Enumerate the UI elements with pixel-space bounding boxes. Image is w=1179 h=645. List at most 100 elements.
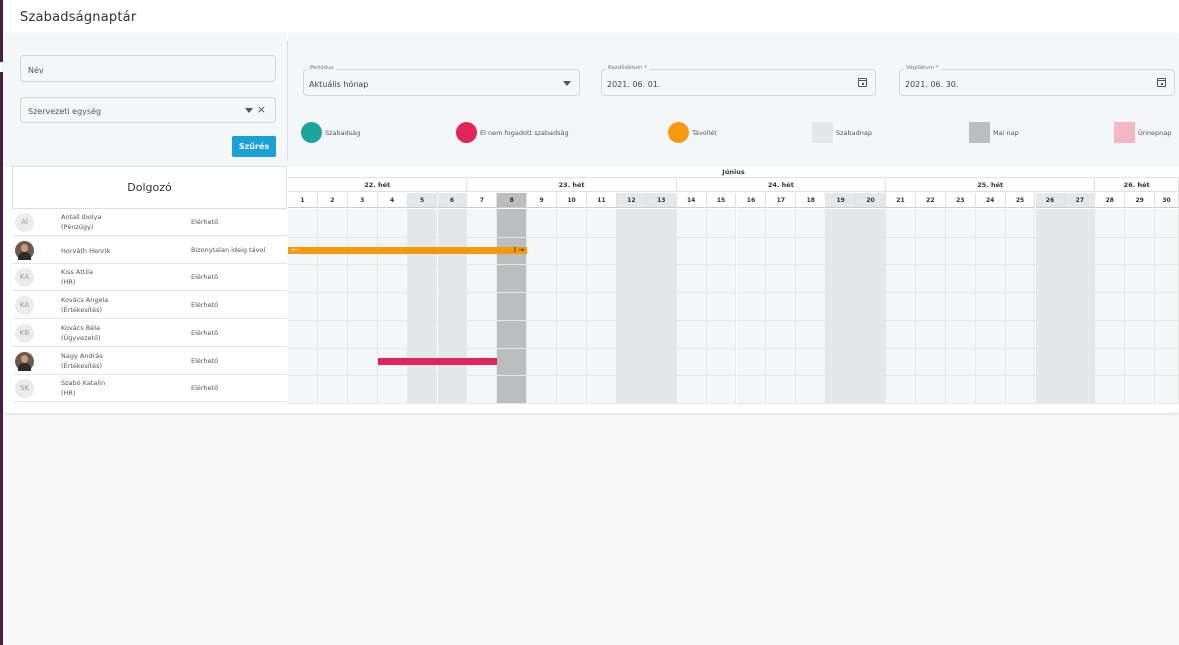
day-header: 16 [736, 193, 767, 208]
day-column[interactable] [317, 209, 348, 403]
day-column[interactable] [497, 209, 528, 403]
day-column[interactable] [766, 209, 797, 403]
employee-status: Bizonytalan ideig távol [191, 245, 266, 254]
end-date-field[interactable]: Végdátum * 2021. 06. 30. [899, 65, 1175, 96]
page-header: Szabadságnaptár [3, 0, 1179, 33]
day-column[interactable] [1005, 209, 1036, 403]
chevron-down-icon[interactable] [245, 108, 253, 113]
employee-status: Elérhető [191, 356, 219, 365]
absence-bar[interactable] [377, 357, 498, 365]
avatar: KA [15, 296, 34, 316]
day-column[interactable] [975, 209, 1006, 403]
day-column[interactable] [437, 209, 468, 403]
day-header: 18 [796, 193, 827, 208]
week-header: 23. hét [467, 179, 677, 192]
day-column[interactable] [1035, 209, 1066, 403]
employee-name: Szabó Katalin (HR) [61, 378, 105, 398]
legend-swatch [969, 122, 990, 143]
employee-status: Elérhető [191, 273, 219, 282]
employee-name-text: Kovács Béla [61, 323, 101, 332]
legend-swatch [812, 122, 833, 143]
day-header: 3 [347, 193, 378, 208]
day-header: 14 [676, 193, 707, 208]
employee-row[interactable]: Nagy András (Értékesítés) Elérhető [12, 347, 287, 375]
day-header: 10 [557, 193, 587, 208]
period-select[interactable]: Periódus Aktuális hónap [303, 65, 580, 96]
day-column[interactable] [527, 209, 558, 403]
period-panel [288, 33, 1179, 166]
day-header: 2 [317, 193, 348, 208]
org-unit-placeholder: Szervezeti egység [28, 107, 102, 116]
day-column[interactable] [1065, 209, 1096, 403]
day-header: 22 [915, 193, 946, 208]
day-column[interactable] [616, 209, 647, 403]
day-header: 17 [766, 193, 797, 208]
day-column[interactable] [557, 209, 587, 403]
week-header: 25. hét [886, 179, 1096, 192]
calendar-card: Név Szervezeti egység × Szűrés Periódus … [3, 33, 1179, 413]
day-header: 21 [886, 193, 916, 208]
row-divider [288, 347, 1179, 349]
employee-status: Elérhető [191, 384, 219, 393]
day-column[interactable] [407, 209, 438, 403]
filter-button[interactable]: Szűrés [232, 136, 276, 157]
employee-status: Elérhető [191, 328, 219, 337]
calendar-icon[interactable] [858, 78, 867, 87]
day-header: 23 [945, 193, 976, 208]
employee-row[interactable]: AI Antall Ibolya (Pénzügy) Elérhető [12, 209, 287, 236]
end-date-value: 2021. 06. 30. [905, 80, 959, 89]
employee-department: (HR) [61, 278, 76, 287]
org-unit-select[interactable]: Szervezeti egység × [20, 97, 276, 123]
row-divider [288, 236, 1179, 238]
employee-name: Nagy András (Értékesítés) [61, 351, 103, 371]
employee-name-text: Kovács Angela [61, 296, 109, 305]
arrow-right-icon: I → [514, 245, 525, 254]
period-label: Periódus [308, 65, 336, 71]
day-column[interactable] [945, 209, 976, 403]
name-filter-input[interactable]: Név [20, 55, 276, 82]
day-column[interactable] [377, 209, 408, 403]
day-column[interactable] [796, 209, 827, 403]
day-column[interactable] [826, 209, 857, 403]
row-divider [288, 319, 1179, 321]
day-header: 5 [407, 193, 438, 208]
day-header: 29 [1125, 193, 1156, 208]
avatar-face [21, 243, 28, 252]
legend-swatch [668, 122, 689, 143]
day-column[interactable] [736, 209, 767, 403]
employee-row[interactable]: SK Szabó Katalin (HR) Elérhető [12, 375, 287, 403]
day-column[interactable] [467, 209, 498, 403]
day-header: 30 [1155, 193, 1179, 208]
day-column[interactable] [288, 209, 318, 403]
employee-header-label: Dolgozó [127, 181, 172, 194]
day-header: 15 [706, 193, 737, 208]
employee-row[interactable]: KA Kiss Attila (HR) Elérhető [12, 264, 287, 292]
calendar-icon[interactable] [1157, 78, 1166, 87]
start-date-field[interactable]: Kezdődátum * 2021. 06. 01. [601, 65, 876, 96]
day-column[interactable] [1095, 209, 1126, 403]
day-column[interactable] [886, 209, 916, 403]
employee-row[interactable]: KA Kovács Angela (Értékesítés) Elérhető [12, 292, 287, 320]
absence-bar[interactable]: ← I → [288, 245, 528, 254]
day-column[interactable] [676, 209, 707, 403]
day-column[interactable] [856, 209, 886, 403]
employee-row[interactable]: KB Kovács Béla (Ügyvezető) Elérhető [12, 319, 287, 347]
close-icon[interactable]: × [256, 103, 266, 116]
card-bottom-divider [3, 413, 1179, 414]
month-header: Június [288, 166, 1179, 178]
employee-department: (Ügyvezető) [61, 333, 101, 342]
employee-row[interactable]: Horváth Henrik Bizonytalan ideig távol [12, 236, 287, 264]
day-column[interactable] [1125, 209, 1156, 403]
employee-name-text: Kiss Attila [61, 268, 93, 277]
day-column[interactable] [915, 209, 946, 403]
day-column[interactable] [347, 209, 378, 403]
employee-name-text: Horváth Henrik [61, 246, 111, 255]
day-column[interactable] [706, 209, 737, 403]
day-column[interactable] [1155, 209, 1179, 403]
day-header: 24 [975, 193, 1006, 208]
day-column[interactable] [587, 209, 617, 403]
row-divider [288, 292, 1179, 294]
chevron-down-icon[interactable] [563, 81, 571, 86]
avatar-face [21, 354, 28, 363]
day-column[interactable] [646, 209, 677, 403]
